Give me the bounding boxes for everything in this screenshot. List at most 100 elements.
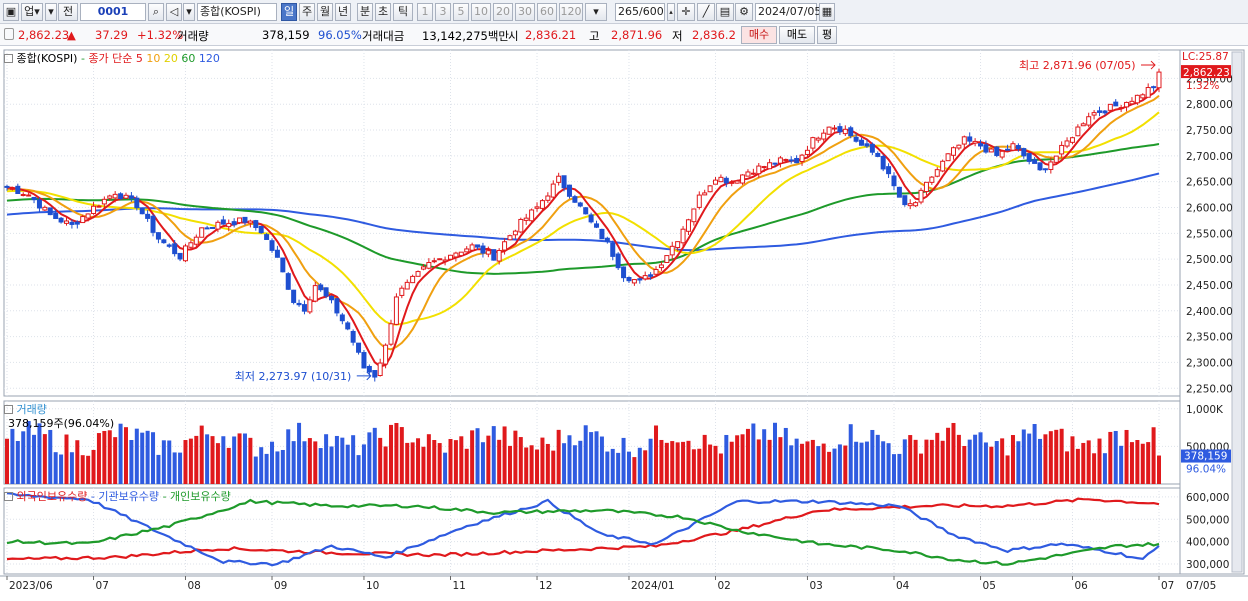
candle-body (123, 194, 129, 199)
candle-body (864, 143, 870, 147)
minute-3-button[interactable]: 3 (435, 3, 451, 21)
x-tick-label: 04 (896, 580, 910, 592)
gear-icon[interactable]: ⚙ (735, 3, 753, 21)
candle-body (285, 273, 291, 290)
legend-box-icon (4, 492, 13, 501)
volume-bar (621, 437, 626, 484)
price-tag-bg (1181, 65, 1231, 79)
window-icon[interactable]: ▣ (3, 3, 19, 21)
speaker-icon[interactable]: ◁ (166, 3, 182, 21)
buy-button[interactable]: 매수 (741, 26, 777, 44)
candle-body (556, 175, 562, 183)
candle-body (128, 195, 134, 199)
candle-body (767, 162, 773, 170)
volume-bar (919, 453, 924, 484)
volume-bar (307, 438, 312, 484)
volume-bar (210, 436, 215, 484)
legend-ma-5: 5 (135, 52, 143, 65)
tab-period-minute[interactable]: 분 (357, 3, 373, 21)
candle-body (1145, 87, 1151, 98)
prev-button[interactable]: 전 (58, 3, 78, 21)
candle-body (502, 241, 508, 251)
x-tick-label: 11 (452, 580, 465, 592)
minute-20-button[interactable]: 20 (493, 3, 513, 21)
volume-bar (507, 445, 512, 484)
volume-bar (816, 446, 821, 484)
candle-body (837, 126, 843, 133)
sell-button[interactable]: 매도 (779, 26, 815, 44)
index-name-field[interactable]: 종합(KOSPI) (197, 3, 277, 21)
candle-body (210, 226, 216, 229)
candle-body (756, 165, 762, 175)
minute-120-button[interactable]: 120 (559, 3, 583, 21)
crosshair-icon[interactable]: ✛ (677, 3, 695, 21)
volume-bar (1097, 438, 1102, 484)
candle-body (945, 153, 951, 162)
candle-body (896, 186, 902, 198)
volume-bar (821, 443, 826, 484)
volume-bar (291, 441, 296, 484)
volume-bar (962, 445, 967, 484)
candle-body (615, 253, 621, 269)
tab-period-year[interactable]: 년 (335, 3, 351, 21)
trendline-icon[interactable]: ╱ (697, 3, 715, 21)
tab-period-week[interactable]: 주 (299, 3, 315, 21)
candle-body (383, 344, 389, 365)
date-field[interactable]: 2024/07/05 (755, 3, 821, 21)
minute-5-button[interactable]: 5 (453, 3, 469, 21)
flat-button[interactable]: 평 (817, 26, 837, 44)
volume-bar (372, 427, 377, 484)
volume-bar (524, 447, 529, 484)
tab-period-second[interactable]: 초 (375, 3, 391, 21)
candle-body (923, 181, 929, 192)
candle-body (815, 137, 821, 141)
volume-bar (75, 440, 80, 484)
candle-body (729, 181, 735, 184)
code-input[interactable]: 0001 (80, 3, 146, 21)
volume-bar (529, 445, 534, 484)
volume-bar (967, 439, 972, 484)
candle-body (648, 274, 654, 277)
minute-1-button[interactable]: 1 (417, 3, 433, 21)
unit-select[interactable]: ▾ (585, 3, 607, 21)
volume-bar (302, 441, 307, 484)
link-icon[interactable] (4, 28, 14, 40)
stock-chart[interactable]: 2,850.00 2,800.00 2,750.00 2,700.00 2,650.00… (0, 46, 1248, 601)
volume-bar (675, 442, 680, 484)
minute-30-button[interactable]: 30 (515, 3, 535, 21)
candle-body (539, 200, 545, 209)
volume-bar (1059, 428, 1064, 484)
chart-canvas[interactable]: 2,850.002,800.002,750.002,700.002,650.00… (0, 46, 1248, 601)
x-tick-label: 08 (187, 580, 200, 592)
price-y-tick: 2,300.00 (1186, 357, 1233, 369)
price-y-tick: 2,750.00 (1186, 125, 1233, 137)
chevron-down-icon[interactable]: ▾ (183, 3, 195, 21)
volume-y-tick: 1,000K (1186, 404, 1224, 416)
pct-tag: 1.32% (1186, 80, 1219, 92)
candle-body (794, 157, 800, 164)
volume-bar (556, 429, 561, 484)
volume-bar (383, 446, 388, 484)
chevron-down-icon[interactable]: ▾ (45, 3, 57, 21)
volume-bar (681, 441, 686, 484)
tab-period-tick[interactable]: 틱 (393, 3, 413, 21)
save-icon[interactable]: ▤ (716, 3, 734, 21)
volume-bar (140, 432, 145, 484)
market-type-select[interactable]: 업▾ (21, 3, 43, 21)
open-label: 시 (508, 29, 519, 43)
count-field[interactable]: 265/600 (615, 3, 665, 21)
volume-bar (740, 434, 745, 484)
holding-series-0 (6, 497, 1160, 561)
tab-period-day[interactable]: 일 (281, 3, 297, 21)
price-y-tick: 2,700.00 (1186, 151, 1233, 163)
count-stepper[interactable]: ▴ (667, 3, 675, 21)
volume-bar (123, 427, 128, 484)
calendar-icon[interactable]: ▦ (819, 3, 835, 21)
tab-period-month[interactable]: 월 (317, 3, 333, 21)
holding-y-tick: 400,000 (1186, 537, 1229, 549)
volume-bar (48, 429, 53, 484)
minute-10-button[interactable]: 10 (471, 3, 491, 21)
x-tick-label: 06 (1074, 580, 1088, 592)
minute-60-button[interactable]: 60 (537, 3, 557, 21)
search-icon[interactable]: ⌕ (148, 3, 164, 21)
